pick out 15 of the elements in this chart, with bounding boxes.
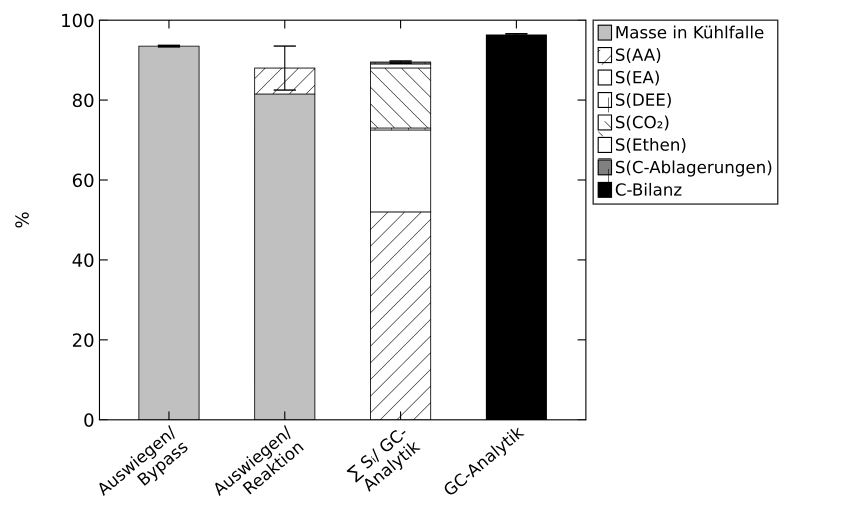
- legend-label: S(AA): [616, 48, 660, 63]
- legend-label: Masse in Kühlfalle: [616, 26, 764, 39]
- y-tick-label: 0: [84, 413, 94, 427]
- y-axis-title: %: [15, 212, 29, 228]
- y-tick-label: 80: [72, 94, 94, 108]
- legend-label: S(DEE): [616, 93, 671, 108]
- legend-label: S(Ethen): [616, 138, 686, 153]
- y-tick-label: 20: [72, 333, 94, 347]
- y-tick-label: 40: [72, 253, 94, 268]
- legend-label: S(EA): [616, 70, 659, 86]
- y-tick-label: 60: [72, 173, 94, 188]
- legend-label: S(CO₂): [616, 116, 668, 130]
- legend-label: S(C-Ablagerungen): [616, 160, 772, 177]
- legend-label: C-Bilanz: [616, 182, 682, 196]
- y-tick-label: 100: [62, 14, 94, 28]
